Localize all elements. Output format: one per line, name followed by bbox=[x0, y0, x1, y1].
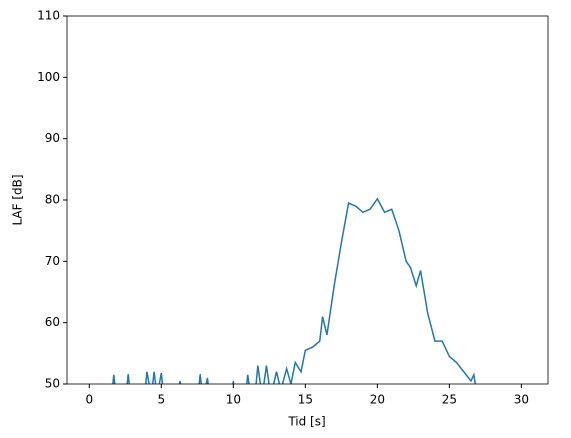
x-tick-label: 30 bbox=[514, 393, 529, 407]
y-axis-label: LAF [dB] bbox=[11, 174, 25, 225]
x-axis-label: Tid [s] bbox=[287, 415, 325, 429]
x-tick-label: 0 bbox=[86, 393, 94, 407]
y-tick-label: 60 bbox=[45, 315, 60, 329]
x-tick-label: 5 bbox=[158, 393, 166, 407]
y-tick-label: 70 bbox=[45, 254, 60, 268]
plot-frame bbox=[66, 15, 549, 385]
y-tick-label: 90 bbox=[45, 131, 60, 145]
x-tick-label: 25 bbox=[442, 393, 457, 407]
x-tick-label: 20 bbox=[370, 393, 385, 407]
data-line bbox=[112, 197, 477, 384]
x-tick-label: 10 bbox=[226, 393, 241, 407]
y-tick-label: 100 bbox=[37, 70, 60, 84]
y-tick-label: 50 bbox=[45, 377, 60, 391]
y-tick-label: 80 bbox=[45, 193, 60, 207]
y-tick-label: 110 bbox=[37, 9, 60, 23]
x-tick-label: 15 bbox=[298, 393, 313, 407]
